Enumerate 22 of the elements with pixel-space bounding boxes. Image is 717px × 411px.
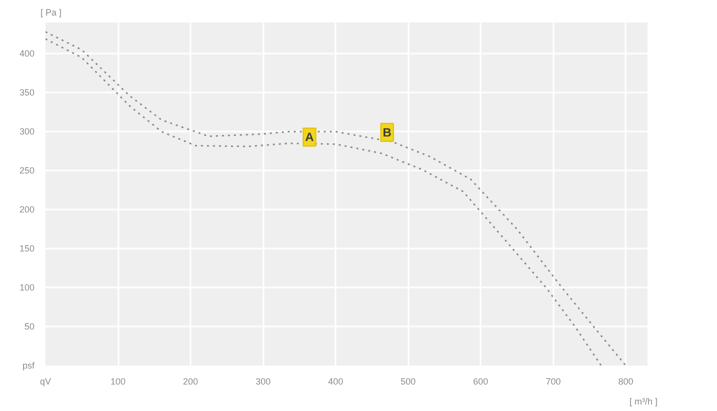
x-tick-label: 600 [473, 376, 488, 386]
y-tick-label: 350 [19, 88, 35, 98]
x-tick-label: 100 [110, 376, 126, 386]
y-tick-label: 250 [19, 166, 35, 176]
y-tick-label: 300 [19, 126, 35, 137]
x-tick-label: 800 [618, 376, 634, 386]
x-axis-title: [ m³/h ] [630, 396, 658, 406]
x-tick-label: 200 [183, 376, 198, 386]
annotation: B [382, 125, 392, 140]
y-tick-label: 100 [19, 282, 35, 293]
x-tick-label: 300 [256, 376, 271, 386]
y-tick-label: 400 [19, 48, 35, 59]
y-tick-label: 200 [19, 204, 35, 215]
y-axis-title: [ Pa ] [40, 8, 62, 18]
y-tick-label: 150 [19, 244, 35, 254]
x-tick-label: 400 [328, 376, 344, 386]
y-tick-label: psf [22, 360, 35, 370]
x-tick-label: qV [40, 376, 52, 386]
y-tick-label: 50 [24, 322, 35, 332]
x-tick-label: 500 [400, 376, 416, 386]
annotation: A [305, 130, 314, 144]
x-tick-label: 700 [546, 376, 561, 386]
